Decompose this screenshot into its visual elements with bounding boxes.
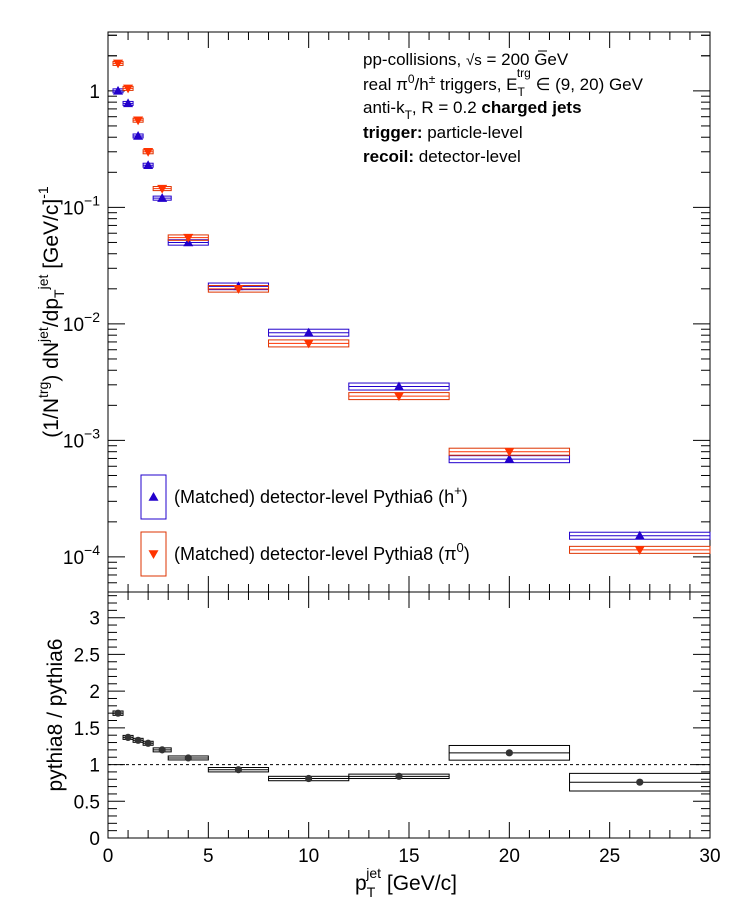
ratio-y-axis-title: pythia8 / pythia6 <box>44 639 67 792</box>
ratio-point <box>158 746 166 754</box>
legend-pythia8-label: (Matched) detector-level Pythia8 (π0) <box>174 540 470 564</box>
pythia6-point <box>504 454 515 463</box>
pythia6-point <box>123 98 134 108</box>
x-tick-label: 0 <box>103 846 114 867</box>
top-y-tick-label: 10−4 <box>63 542 100 569</box>
pythia8-point <box>133 116 144 126</box>
top-y-tick-label: 1 <box>89 82 100 103</box>
legend-pythia6-box <box>140 474 167 520</box>
ratio-point <box>234 766 243 774</box>
ratio-y-tick-label: 1 <box>89 756 100 777</box>
top-y-axis-title: (1/Ntrg) dNjet/dpTjet [GeV/c]-1 <box>35 186 67 438</box>
ratio-point <box>144 739 152 747</box>
ratio-y-tick-label: 0 <box>89 829 100 850</box>
ratio-point <box>124 733 132 741</box>
top-y-tick-label: 10−2 <box>63 309 100 336</box>
ratio-y-tick-label: 0.5 <box>74 792 100 813</box>
pythia6-point <box>143 160 154 169</box>
pythia8-point <box>233 285 244 294</box>
top-panel: 1 10−1 10−2 10−3 10−4 (1/Ntrg) dNjet/dpTjet [… <box>35 31 711 593</box>
x-tick-label: 25 <box>599 846 620 867</box>
pythia6-point <box>634 530 645 540</box>
top-y-tick-label: 10−3 <box>63 425 100 452</box>
pythia8-point <box>303 339 314 349</box>
legend-pythia6-label: (Matched) detector-level Pythia6 (h+) <box>174 483 468 507</box>
pythia8-point <box>393 392 404 402</box>
legend-pythia8-marker <box>148 550 159 559</box>
legend-pythia8-box <box>140 531 167 577</box>
ratio-y-tick-label: 2 <box>89 682 100 703</box>
annotation-line-3: anti-kT, R = 0.2 charged jets <box>363 98 582 122</box>
ratio-y-tick-label: 3 <box>89 609 100 630</box>
ratio-point <box>395 772 403 780</box>
pythia8-point <box>634 546 645 555</box>
annotation-line-1: pp-collisions, √s = 200 GeV <box>363 50 569 69</box>
pythia6-point <box>133 130 144 140</box>
top-y-tick-label: 10−1 <box>63 192 100 219</box>
x-tick-label: 5 <box>203 846 214 867</box>
pythia8-point <box>504 447 515 457</box>
x-axis-title: pTjet [GeV/c] <box>355 865 457 900</box>
pythia6-point <box>113 85 124 95</box>
x-tick-label: 10 <box>298 846 319 867</box>
annotation-line-4: trigger: particle-level <box>363 123 523 142</box>
ratio-point <box>305 774 313 783</box>
pythia8-point <box>123 84 134 94</box>
pythia6-point <box>393 381 404 391</box>
annotation-line-2: real π0/h± triggers, ETtrg ∈ (9, 20) GeV <box>363 66 644 99</box>
ratio-y-tick-label: 2.5 <box>74 645 100 666</box>
pythia8-point <box>183 233 194 243</box>
ratio-point <box>134 736 142 744</box>
pythia8-point <box>143 148 154 157</box>
ratio-point <box>505 749 513 757</box>
ratio-y-tick-label: 1.5 <box>74 719 100 740</box>
x-tick-label: 20 <box>499 846 520 867</box>
pythia8-point <box>157 184 168 194</box>
ratio-point <box>114 709 122 717</box>
legend-pythia6-marker <box>148 492 159 501</box>
x-tick-label: 15 <box>398 846 419 867</box>
x-tick-label: 30 <box>699 846 720 867</box>
pythia6-point <box>157 193 168 202</box>
pythia6-point <box>303 327 314 337</box>
ratio-panel: 0 5 10 15 20 25 30 0 0.5 1 1.5 2 2.5 3 pythia8 / pythi… <box>44 591 721 900</box>
pythia8-point <box>113 59 124 69</box>
annotation-line-5: recoil: detector-level <box>363 147 521 166</box>
ratio-point <box>636 778 644 786</box>
ratio-point <box>184 754 192 762</box>
